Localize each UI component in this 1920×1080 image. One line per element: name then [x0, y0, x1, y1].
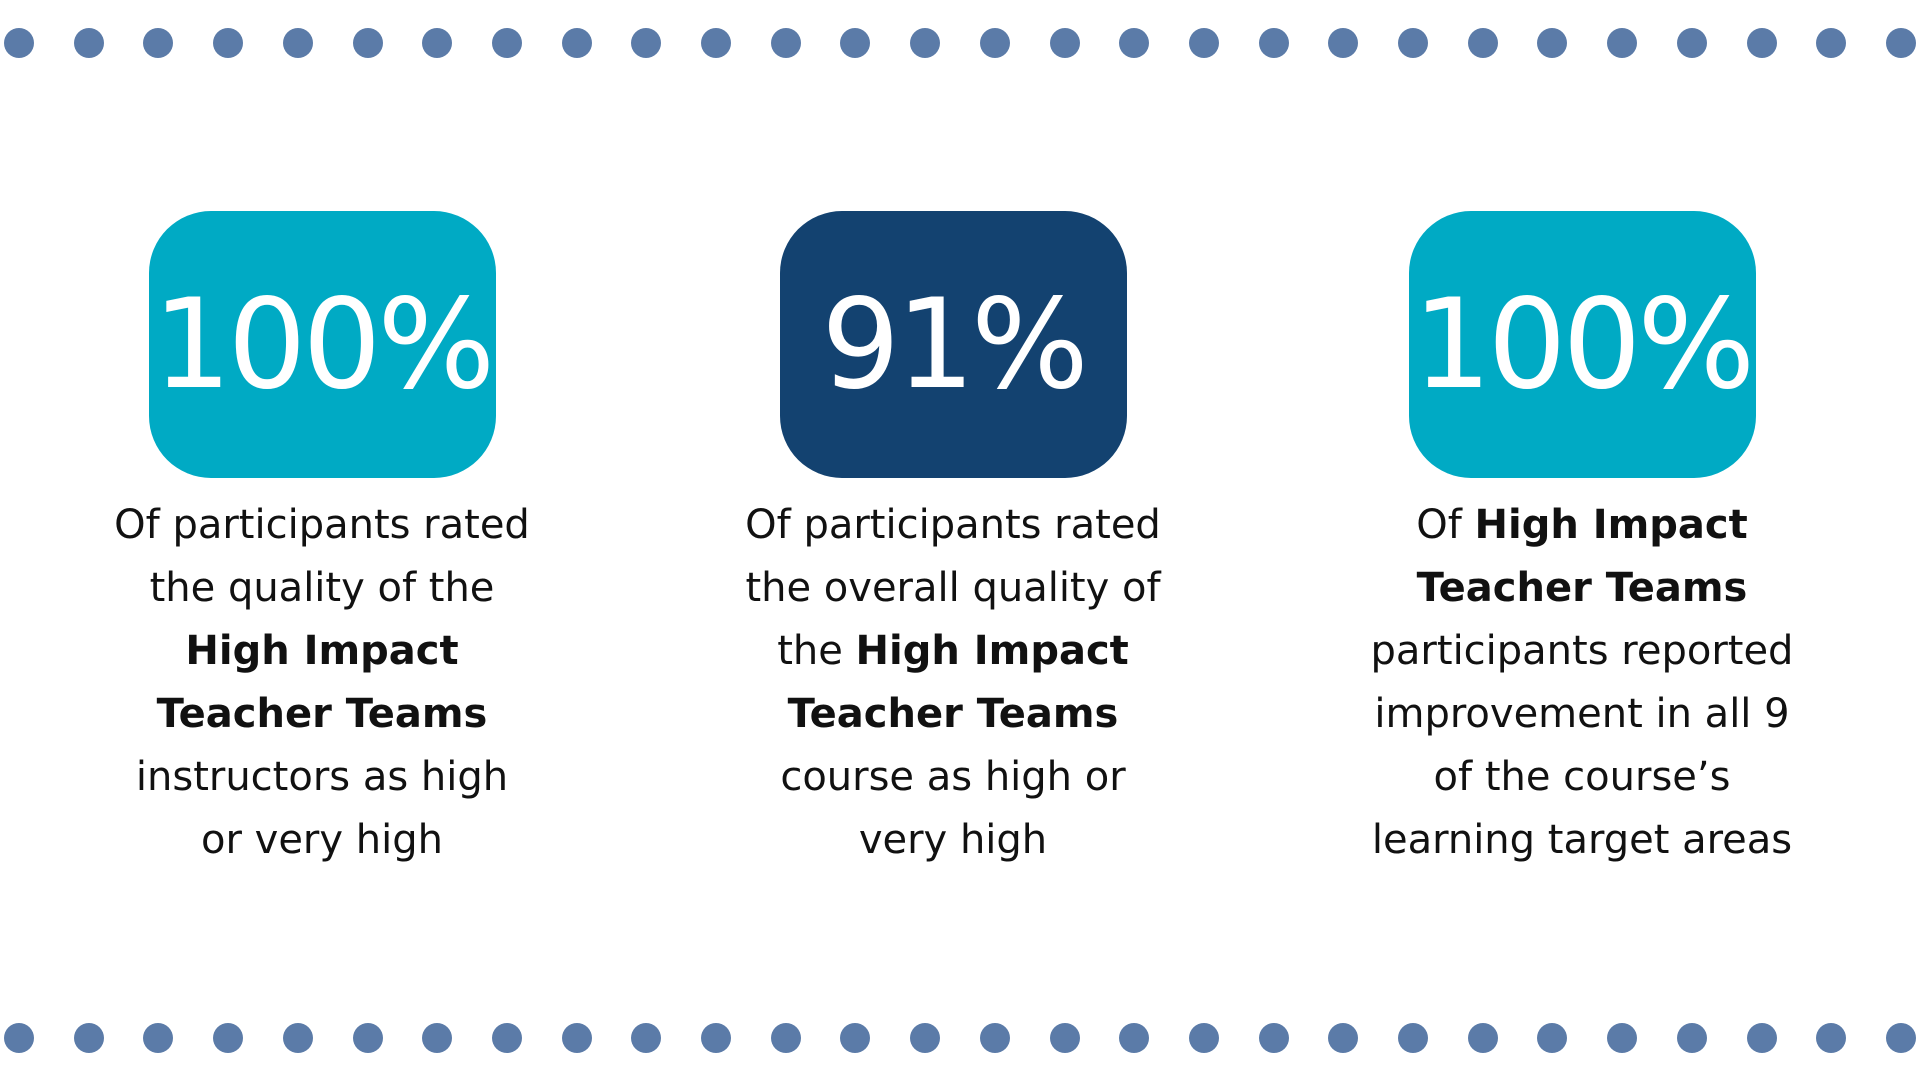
border-dot: [282, 28, 313, 58]
desc-line: Of participants rated: [114, 502, 530, 548]
stat-card-instructors: 100% Of participants rated the quality o…: [62, 211, 582, 872]
border-dot: [143, 28, 174, 58]
border-dot: [840, 1023, 871, 1053]
border-dot: [213, 1023, 244, 1053]
border-dot: [840, 28, 871, 58]
border-dot: [561, 1023, 592, 1053]
border-dot: [1398, 28, 1429, 58]
border-dot: [1607, 1023, 1638, 1053]
border-dot: [561, 28, 592, 58]
border-dot: [1119, 28, 1150, 58]
bottom-dotted-border: [0, 1023, 1920, 1053]
stat-description: Of participants rated the overall qualit…: [693, 494, 1213, 872]
desc-line-bold: Teacher Teams: [1416, 565, 1748, 611]
stat-value: 100%: [1412, 272, 1756, 417]
desc-line: improvement in all 9: [1374, 691, 1790, 737]
stat-badge: 100%: [1408, 211, 1756, 478]
desc-line: instructors as high: [135, 754, 509, 800]
border-dot: [701, 1023, 732, 1053]
desc-line: the: [777, 628, 856, 674]
desc-line: participants reported: [1370, 628, 1794, 674]
border-dot: [1537, 28, 1568, 58]
desc-line: Of participants rated: [745, 502, 1161, 548]
border-dot: [491, 1023, 522, 1053]
border-dot: [1746, 1023, 1777, 1053]
border-dot: [631, 28, 662, 58]
desc-line-bold: Teacher Teams: [787, 691, 1119, 737]
border-dot: [73, 1023, 104, 1053]
border-dot: [1607, 28, 1638, 58]
desc-line: the quality of the: [149, 565, 495, 611]
border-dot: [1885, 28, 1916, 58]
stat-badge: 91%: [779, 211, 1127, 478]
stat-description: Of High Impact Teacher Teams participant…: [1322, 494, 1842, 872]
border-dot: [1885, 1023, 1916, 1053]
border-dot: [73, 28, 104, 58]
border-dot: [1328, 1023, 1359, 1053]
stat-value: 100%: [152, 272, 496, 417]
desc-line: of the course’s: [1433, 754, 1731, 800]
stat-card-improvement: 100% Of High Impact Teacher Teams partic…: [1322, 211, 1842, 872]
border-dot: [1816, 1023, 1847, 1053]
border-dot: [979, 1023, 1010, 1053]
border-dot: [282, 1023, 313, 1053]
border-dot: [1258, 28, 1289, 58]
border-dot: [4, 28, 34, 58]
border-dot: [1119, 1023, 1150, 1053]
border-dot: [143, 1023, 174, 1053]
top-dotted-border: [0, 28, 1920, 58]
border-dot: [422, 1023, 453, 1053]
border-dot: [1537, 1023, 1568, 1053]
border-dot: [1467, 1023, 1498, 1053]
border-dot: [1816, 28, 1847, 58]
border-dot: [770, 1023, 801, 1053]
border-dot: [352, 28, 383, 58]
border-dot: [701, 28, 732, 58]
desc-line: Of: [1416, 502, 1475, 548]
border-dot: [1188, 1023, 1219, 1053]
border-dot: [422, 28, 453, 58]
desc-line: course as high or: [780, 754, 1126, 800]
border-dot: [1676, 1023, 1707, 1053]
border-dot: [770, 28, 801, 58]
border-dot: [1328, 28, 1359, 58]
border-dot: [631, 1023, 662, 1053]
stat-value: 91%: [821, 272, 1089, 417]
desc-line-bold: High Impact: [1474, 502, 1748, 548]
stats-section: 100% Of participants rated the quality o…: [0, 211, 1920, 871]
desc-line: learning target areas: [1371, 817, 1793, 863]
border-dot: [979, 28, 1010, 58]
stat-badge: 100%: [148, 211, 496, 478]
border-dot: [491, 28, 522, 58]
border-dot: [1746, 28, 1777, 58]
border-dot: [352, 1023, 383, 1053]
desc-line: or very high: [201, 817, 443, 863]
border-dot: [1398, 1023, 1429, 1053]
border-dot: [1467, 28, 1498, 58]
border-dot: [910, 1023, 941, 1053]
desc-line: very high: [858, 817, 1048, 863]
desc-line-bold: Teacher Teams: [156, 691, 488, 737]
border-dot: [4, 1023, 34, 1053]
border-dot: [1049, 1023, 1080, 1053]
border-dot: [1188, 28, 1219, 58]
border-dot: [910, 28, 941, 58]
stat-description: Of participants rated the quality of the…: [62, 494, 582, 872]
desc-line: the overall quality of: [745, 565, 1161, 611]
border-dot: [213, 28, 244, 58]
desc-line-bold: High Impact: [185, 628, 459, 674]
border-dot: [1258, 1023, 1289, 1053]
border-dot: [1676, 28, 1707, 58]
stat-card-course: 91% Of participants rated the overall qu…: [693, 211, 1213, 872]
border-dot: [1049, 28, 1080, 58]
desc-line-bold: High Impact: [855, 628, 1129, 674]
